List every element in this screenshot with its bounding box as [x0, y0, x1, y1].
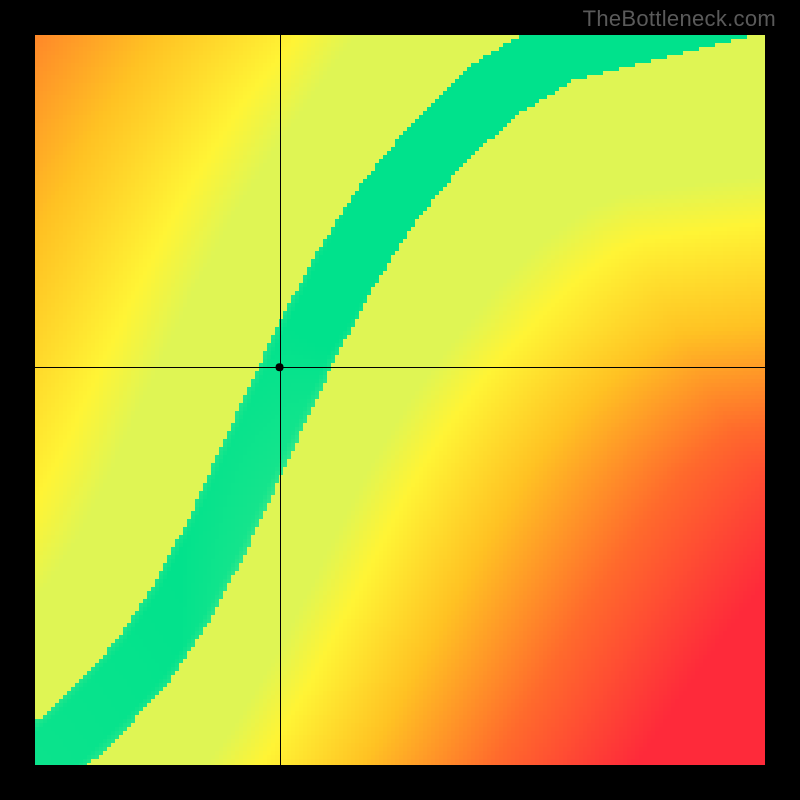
watermark-text: TheBottleneck.com: [583, 6, 776, 32]
heatmap-canvas: [35, 35, 765, 765]
